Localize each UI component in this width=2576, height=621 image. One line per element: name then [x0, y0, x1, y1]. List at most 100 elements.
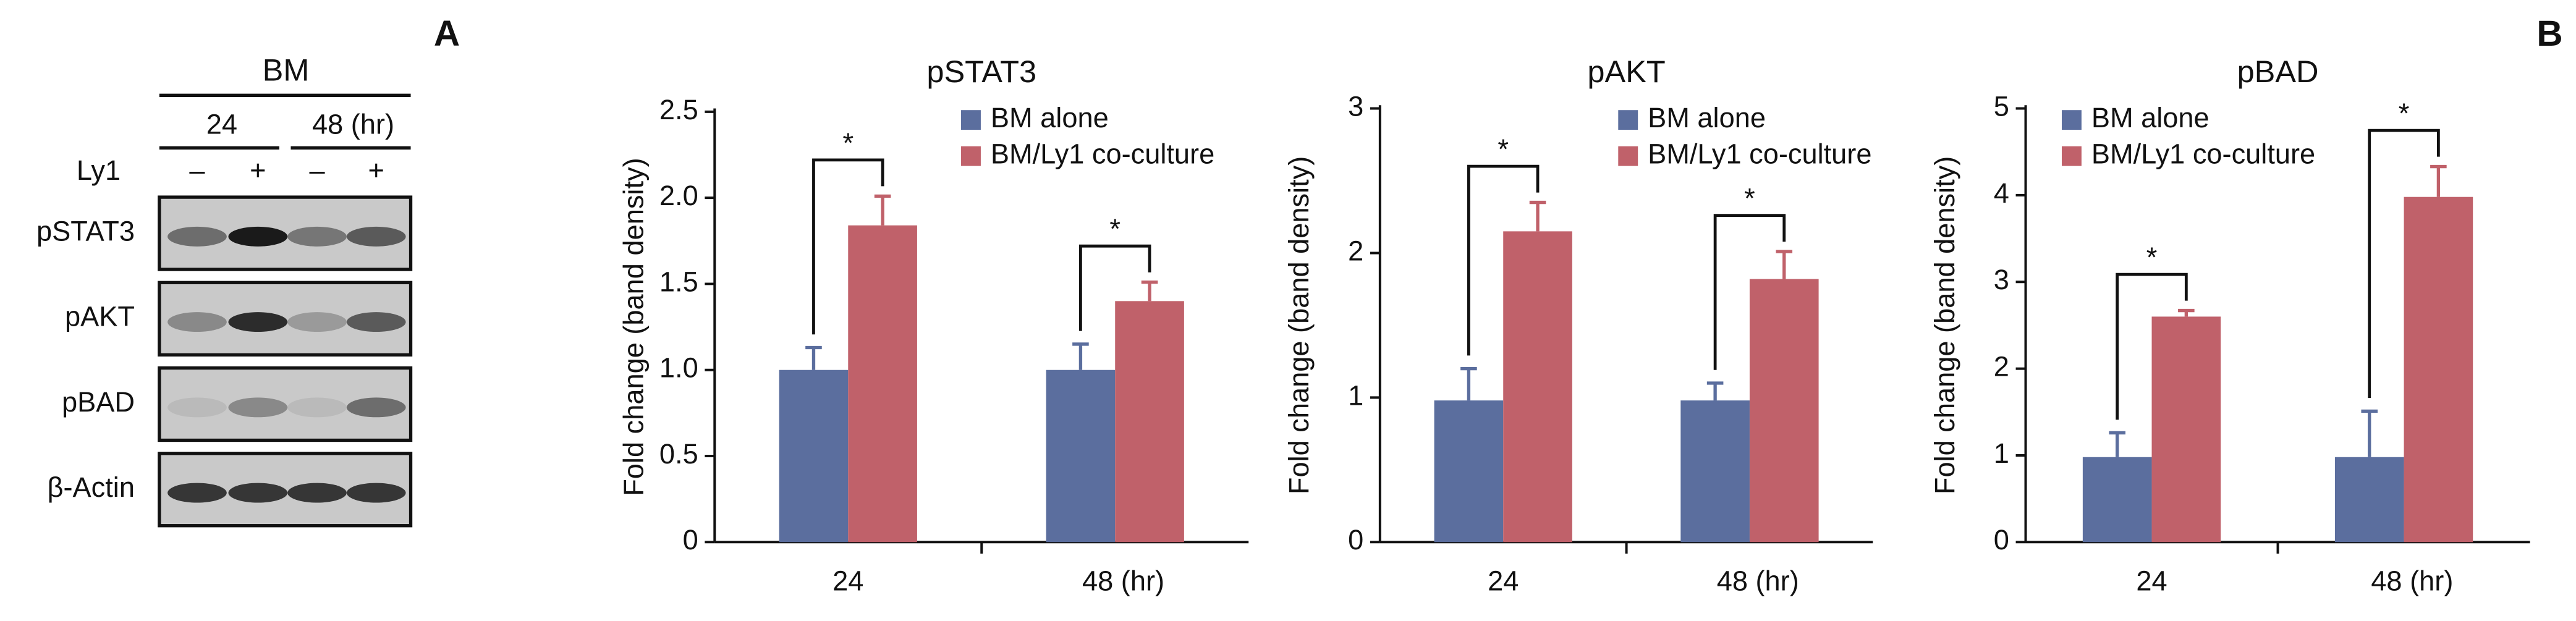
band [346, 397, 406, 418]
y-tick-label: 0 [1348, 524, 1363, 556]
legend-label: BM/Ly1 co-culture [2091, 138, 2315, 170]
x-tick-label: 24 [1488, 565, 1519, 597]
blot-group: BM [263, 52, 310, 87]
y-tick-label: 1 [1348, 379, 1363, 411]
legend-swatch [1618, 146, 1638, 166]
blot-row-label: pAKT [65, 301, 135, 332]
chart-title: pSTAT3 [926, 54, 1036, 89]
y-tick-label: 1.5 [659, 266, 698, 297]
significance-label: * [842, 127, 854, 159]
blot-row-label: pSTAT3 [36, 216, 135, 247]
legend-label: BM alone [991, 102, 1109, 133]
bar [1434, 400, 1504, 543]
y-tick-label: 0.5 [659, 438, 698, 470]
band [228, 483, 288, 503]
blot-sign: – [189, 154, 205, 186]
x-tick-label: 48 (hr) [1082, 565, 1164, 597]
significance-bracket [1079, 244, 1151, 331]
error-bar [1460, 366, 1477, 401]
error-bar [2430, 164, 2447, 197]
bar [1749, 279, 1819, 543]
blot-treatment: Ly1 [77, 154, 121, 186]
blot-row-label: pBAD [62, 386, 135, 418]
legend-swatch [2061, 110, 2082, 130]
panel-label: A [434, 14, 460, 54]
significance-bracket [1467, 164, 1540, 356]
error-bar [2109, 431, 2125, 457]
significance-label: * [1744, 183, 1755, 214]
blot-sign: + [250, 154, 266, 186]
y-tick-label: 0 [683, 524, 698, 556]
bar [2151, 316, 2221, 543]
bar [779, 370, 849, 543]
y-tick-label: 2.0 [659, 180, 698, 211]
band [346, 483, 406, 503]
y-axis-label: Fold change (band density) [1929, 156, 1960, 494]
blot-time: 48 (hr) [312, 109, 394, 140]
band [287, 226, 347, 247]
band [287, 312, 347, 332]
legend-swatch [961, 110, 981, 130]
x-tick-label: 24 [2136, 565, 2167, 597]
x-tick-label: 48 (hr) [1717, 565, 1799, 597]
legend-label: BM/Ly1 co-culture [1648, 138, 1871, 170]
legend-swatch [961, 146, 981, 166]
significance-bracket [812, 158, 884, 335]
y-tick-label: 2.5 [659, 94, 698, 125]
y-tick-label: 2 [1994, 351, 2009, 382]
legend-swatch [2061, 146, 2082, 166]
chart-title: pAKT [1587, 54, 1665, 89]
y-tick-label: 1 [1994, 437, 2009, 469]
significance-label: * [2399, 98, 2410, 129]
bar [848, 225, 917, 543]
y-tick-label: 1.0 [659, 352, 698, 384]
band [167, 397, 227, 418]
y-tick-label: 3 [1348, 90, 1363, 122]
x-tick-label: 24 [833, 565, 863, 597]
error-bar [1141, 280, 1158, 302]
band [167, 226, 227, 247]
band [228, 312, 288, 332]
error-bar [1776, 250, 1793, 279]
y-axis-label: Fold change (band density) [1283, 156, 1315, 494]
blot-sign: + [368, 154, 384, 186]
error-bar [2178, 308, 2195, 317]
error-bar [1072, 342, 1089, 370]
significance-label: * [1498, 133, 1509, 165]
error-bar [1706, 381, 1724, 401]
x-tick-label: 48 (hr) [2371, 565, 2453, 597]
y-tick-label: 3 [1994, 264, 2009, 295]
legend-label: BM alone [1648, 102, 1766, 133]
chart-title: pBAD [2237, 54, 2319, 89]
blot-time: 24 [206, 109, 237, 140]
legend-label: BM alone [2091, 102, 2210, 133]
significance-label: * [2146, 242, 2158, 273]
legend-swatch [1618, 110, 1638, 130]
error-bar [1529, 200, 1546, 232]
blot-row-label: β-Actin [48, 471, 135, 503]
error-bar [874, 194, 891, 226]
western-blot: BM 24 48 (hr) Ly1 – + – + pSTAT3 pAKT pBAD… [36, 52, 413, 528]
bar [1503, 231, 1572, 543]
significance-bracket [1713, 214, 1786, 370]
error-bar [2361, 409, 2378, 457]
bar [2334, 457, 2404, 543]
band [167, 312, 227, 332]
bar [2082, 457, 2152, 543]
legend-label: BM/Ly1 co-culture [991, 138, 1214, 170]
significance-bracket [2116, 272, 2188, 420]
band [346, 226, 406, 247]
band [228, 226, 288, 247]
y-tick-label: 0 [1994, 524, 2009, 556]
blot-rows: pSTAT3 pAKT pBAD β-Actin [36, 195, 413, 528]
band [287, 397, 347, 418]
significance-label: * [1109, 213, 1121, 245]
significance-bracket [2368, 129, 2440, 399]
y-axis-label: Fold change (band density) [618, 158, 650, 496]
bar [2404, 196, 2473, 543]
bar [1680, 400, 1750, 543]
panel-label: B [2536, 14, 2562, 54]
blot-sign: – [309, 154, 325, 186]
